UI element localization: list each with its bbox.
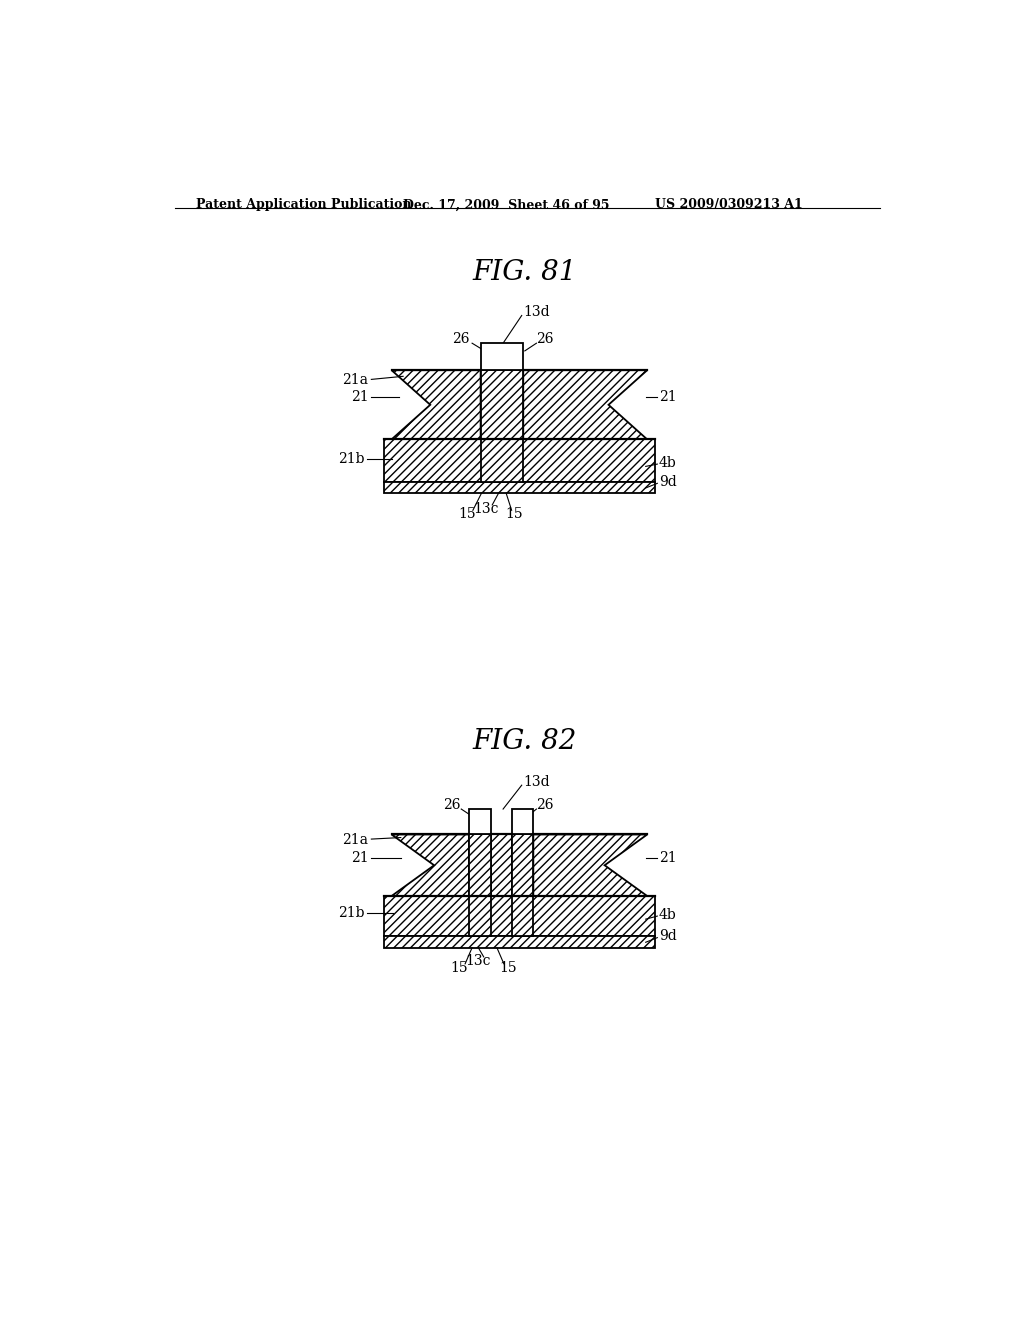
Text: 9d: 9d — [658, 475, 677, 488]
Text: 9d: 9d — [658, 929, 677, 942]
Text: 21: 21 — [658, 391, 677, 404]
Text: 13c: 13c — [473, 502, 499, 516]
Text: 15: 15 — [505, 507, 523, 521]
Text: 4b: 4b — [658, 455, 677, 470]
Text: Dec. 17, 2009  Sheet 46 of 95: Dec. 17, 2009 Sheet 46 of 95 — [403, 198, 609, 211]
Text: 15: 15 — [458, 507, 475, 521]
Text: 26: 26 — [453, 333, 470, 346]
Polygon shape — [384, 482, 655, 494]
Polygon shape — [512, 834, 534, 936]
Polygon shape — [391, 370, 480, 440]
Polygon shape — [534, 834, 647, 896]
Polygon shape — [480, 370, 523, 482]
Polygon shape — [384, 936, 655, 948]
Text: 13c: 13c — [466, 954, 492, 968]
Polygon shape — [384, 440, 655, 482]
Text: FIG. 82: FIG. 82 — [473, 729, 577, 755]
Polygon shape — [480, 343, 523, 370]
Text: 21a: 21a — [342, 374, 369, 387]
Text: Patent Application Publication: Patent Application Publication — [197, 198, 412, 211]
Text: 21b: 21b — [338, 906, 365, 920]
Text: 26: 26 — [443, 799, 461, 812]
Text: 4b: 4b — [658, 908, 677, 921]
Text: FIG. 81: FIG. 81 — [473, 259, 577, 285]
Polygon shape — [391, 834, 469, 896]
Polygon shape — [523, 370, 647, 440]
Text: 15: 15 — [499, 961, 516, 975]
Polygon shape — [490, 834, 512, 896]
Text: 15: 15 — [451, 961, 468, 975]
Text: 13d: 13d — [523, 305, 550, 319]
Text: 21: 21 — [658, 850, 677, 865]
Text: 26: 26 — [537, 333, 554, 346]
Polygon shape — [469, 809, 490, 834]
Polygon shape — [469, 834, 490, 936]
Text: 21a: 21a — [342, 833, 369, 847]
Text: 21: 21 — [350, 391, 369, 404]
Text: 26: 26 — [537, 799, 554, 812]
Text: 21b: 21b — [338, 451, 365, 466]
Polygon shape — [384, 896, 655, 936]
Text: 21: 21 — [350, 850, 369, 865]
Text: US 2009/0309213 A1: US 2009/0309213 A1 — [655, 198, 803, 211]
Text: 13d: 13d — [523, 775, 550, 789]
Polygon shape — [512, 809, 534, 834]
